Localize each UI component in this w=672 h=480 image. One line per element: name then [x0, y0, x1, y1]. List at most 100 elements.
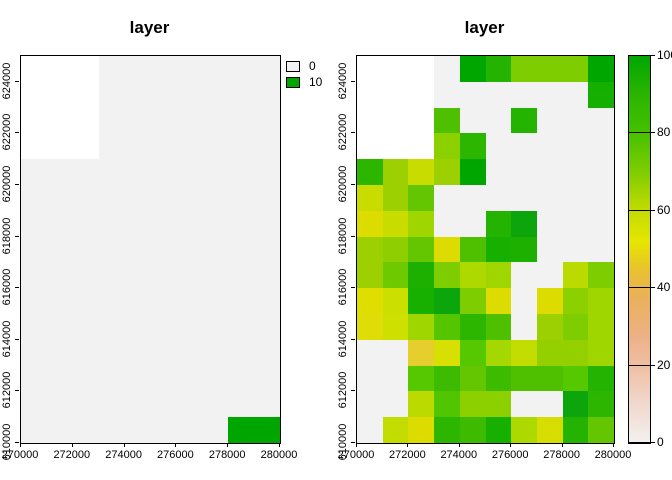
raster-cell: [46, 236, 74, 263]
colorbar-tick: [628, 287, 655, 289]
raster-cell: [228, 314, 255, 341]
raster-cell: [72, 159, 100, 186]
y-tick-label: 618000: [337, 217, 349, 254]
raster-cell: [202, 159, 229, 186]
raster-cell: [459, 339, 487, 367]
x-tick: [561, 443, 563, 447]
raster-cell: [485, 81, 512, 109]
raster-cell: [228, 288, 255, 315]
raster-cell: [536, 81, 564, 109]
raster-cell: [357, 210, 384, 238]
raster-cell: [202, 185, 229, 212]
x-tick-label: 270000: [1, 449, 39, 461]
raster-cell: [98, 314, 126, 341]
raster-cell: [124, 56, 152, 83]
raster-cell: [536, 365, 564, 392]
raster-cell: [176, 81, 203, 109]
raster-cell: [562, 81, 589, 109]
raster-cell: [485, 107, 512, 134]
raster-cell: [588, 365, 614, 392]
raster-cell: [254, 133, 280, 160]
raster-cell: [21, 417, 48, 443]
raster-cell: [228, 210, 255, 238]
raster-cell: [72, 236, 100, 263]
y-tick-label: 622000: [337, 114, 349, 151]
raster-cell: [511, 236, 538, 263]
raster-cell: [357, 339, 384, 367]
raster-cell: [254, 262, 280, 289]
raster-cell: [124, 210, 152, 238]
raster-cell: [176, 56, 203, 83]
raster-cell: [98, 159, 126, 186]
raster-cell: [176, 391, 203, 418]
raster-cell: [357, 417, 384, 443]
raster-cell: [357, 159, 384, 186]
raster-cell: [485, 236, 512, 263]
raster-cell: [434, 236, 461, 263]
raster-cell: [228, 185, 255, 212]
legend-label: 0: [309, 59, 316, 73]
raster-cell: [46, 288, 74, 315]
raster-cell: [434, 339, 461, 367]
raster-cell: [562, 314, 589, 341]
raster-cell: [485, 339, 512, 367]
y-tick-label: 612000: [337, 372, 349, 409]
y-tick-label: 620000: [337, 165, 349, 203]
colorbar-tick: [628, 55, 655, 56]
raster-cell: [511, 107, 538, 134]
raster-cell: [357, 185, 384, 212]
raster-cell: [459, 262, 487, 289]
y-tick: [15, 235, 19, 237]
raster-cell: [72, 391, 100, 418]
x-tick-label: 276000: [491, 449, 529, 461]
raster-cell: [124, 81, 152, 109]
raster-cell: [98, 56, 126, 83]
raster-cell: [408, 365, 435, 392]
raster-cell: [254, 365, 280, 392]
raster-cell: [150, 314, 177, 341]
raster-cell: [98, 391, 126, 418]
raster-cell: [21, 288, 48, 315]
raster-cell: [228, 107, 255, 134]
raster-cell: [408, 236, 435, 263]
raster-cell: [434, 417, 461, 443]
raster-cell: [254, 314, 280, 341]
raster-cell: [176, 133, 203, 160]
x-tick: [20, 443, 21, 447]
raster-cell: [536, 314, 564, 341]
raster-cell: [536, 56, 564, 83]
x-tick-label: 272000: [53, 449, 91, 461]
raster-cell: [98, 133, 126, 160]
raster-cell: [588, 417, 614, 443]
colorbar-tick: [628, 442, 655, 443]
raster-cell: [511, 133, 538, 160]
raster-cell: [124, 262, 152, 289]
raster-cell: [98, 417, 126, 443]
raster-cell: [21, 314, 48, 341]
raster-cell: [150, 107, 177, 134]
raster-cell: [382, 314, 409, 341]
raster-cell: [72, 262, 100, 289]
raster-cell: [150, 81, 177, 109]
raster-cell: [21, 365, 48, 392]
legend-item: 10: [286, 74, 322, 90]
raster-cell: [588, 262, 614, 289]
legend-label: 10: [309, 75, 323, 89]
y-tick: [351, 80, 355, 82]
legend-swatch: [286, 76, 300, 88]
raster-cell: [150, 210, 177, 238]
raster-cell: [254, 288, 280, 315]
raster-cell: [21, 262, 48, 289]
raster-cell: [124, 365, 152, 392]
raster-cell: [459, 288, 487, 315]
raster-cell: [98, 262, 126, 289]
raster-cell: [562, 107, 589, 134]
raster-cell: [511, 262, 538, 289]
raster-cell: [408, 314, 435, 341]
raster-cell: [357, 262, 384, 289]
y-tick-label: 612000: [1, 372, 13, 409]
raster-cell: [459, 56, 487, 83]
raster-cell: [408, 262, 435, 289]
raster-cell: [72, 210, 100, 238]
raster-cell: [228, 365, 255, 392]
